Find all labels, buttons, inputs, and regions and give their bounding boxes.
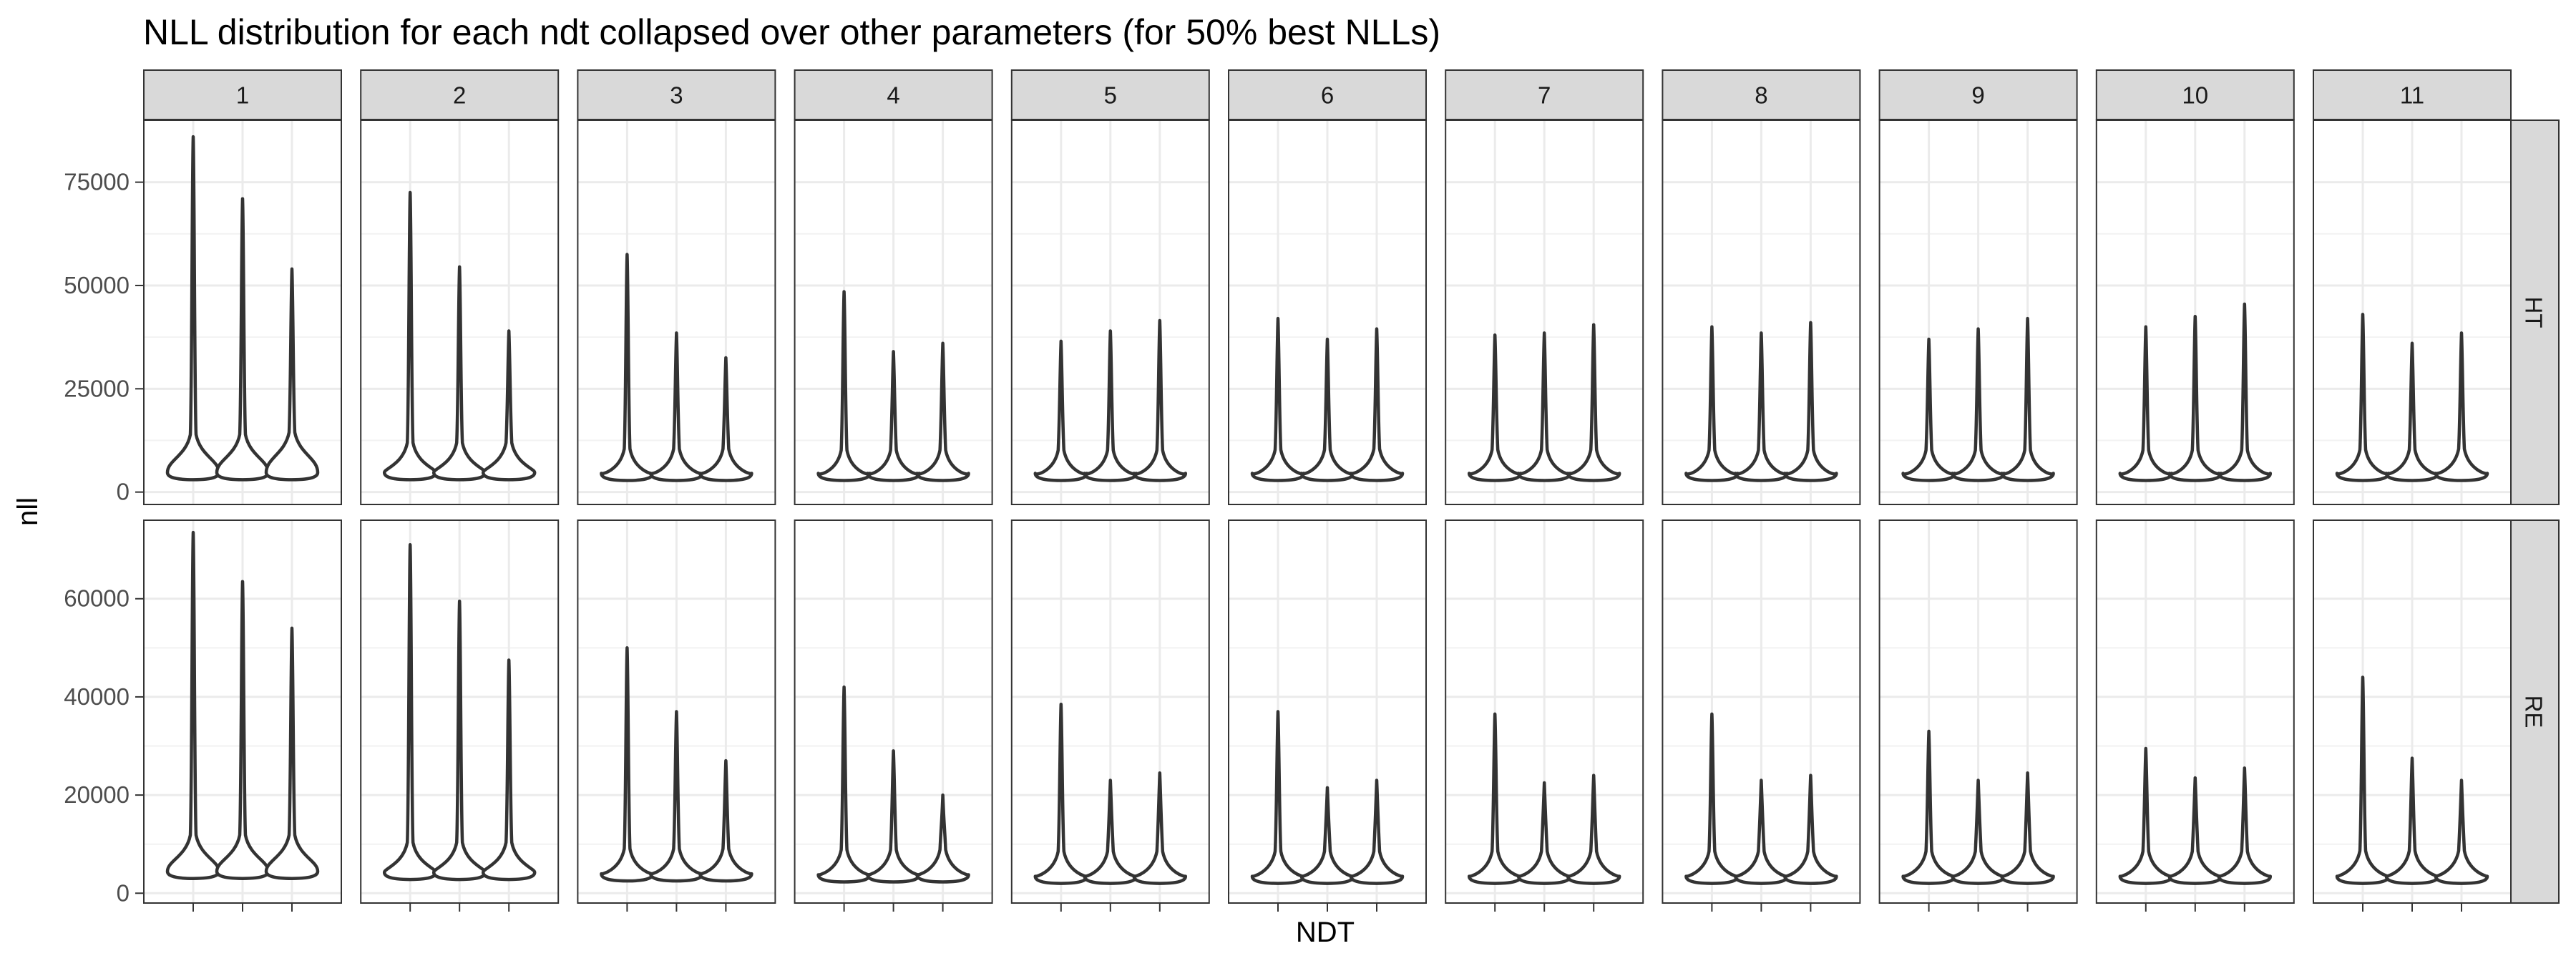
violin-3	[2434, 779, 2489, 885]
violin-3	[698, 758, 753, 883]
panel-HT-5	[1010, 119, 1210, 505]
violin-1	[382, 190, 438, 482]
violin-3	[264, 626, 320, 880]
panel-border	[143, 119, 342, 505]
violin-3	[1566, 323, 1621, 482]
y-tick-label: 0	[117, 879, 130, 906]
panel-RE-5	[1010, 519, 1210, 904]
panel-border	[360, 119, 560, 505]
y-tick-label: 60000	[64, 585, 130, 612]
panel-RE-4	[794, 519, 993, 904]
violin-1	[165, 135, 221, 482]
strip-right-label: HT	[2521, 297, 2547, 328]
panel-RE-11	[2313, 519, 2512, 904]
strip-top-label: 1	[236, 82, 249, 109]
panel-border	[1878, 119, 2078, 505]
panel-border	[2095, 119, 2295, 505]
panel-HT-4	[794, 119, 993, 505]
panel-RE-2	[360, 519, 560, 904]
panel-HT-3	[577, 119, 776, 505]
strip-top-label: 10	[2182, 82, 2208, 109]
panel-border	[794, 119, 993, 505]
panel-border	[1228, 119, 1427, 505]
strip-top-9	[1878, 69, 2078, 120]
panel-HT-2	[360, 119, 560, 505]
violin-3	[1783, 774, 1838, 885]
panel-HT-9	[1878, 119, 2078, 505]
panel-HT-8	[1662, 119, 1861, 505]
strip-top-3	[577, 69, 776, 120]
strip-top-8	[1662, 69, 1861, 120]
violin-3	[2000, 316, 2055, 482]
strip-top-7	[1445, 69, 1644, 120]
violin-3	[1132, 771, 1188, 885]
violin-3	[1566, 774, 1621, 885]
strip-top-label: 6	[1321, 82, 1334, 109]
panel-HT-10	[2095, 119, 2295, 505]
y-tick-label: 0	[117, 479, 130, 505]
strip-right-RE	[2509, 519, 2560, 904]
x-axis-title: NDT	[1296, 917, 1355, 948]
violin-3	[2434, 331, 2489, 482]
violin-2	[431, 265, 487, 482]
panel-border	[577, 119, 776, 505]
panel-RE-7	[1445, 519, 1644, 904]
strip-top-label: 9	[1971, 82, 1984, 109]
y-tick-label: 40000	[64, 683, 130, 710]
violin-2	[215, 197, 270, 482]
panel-border	[1010, 119, 1210, 505]
panel-RE-9	[1878, 519, 2078, 904]
strip-right-HT	[2509, 119, 2560, 505]
violin-3	[915, 341, 970, 482]
strip-top-10	[2095, 69, 2295, 120]
violin-2	[431, 599, 487, 882]
violin-2	[215, 580, 270, 880]
violin-3	[915, 793, 970, 884]
strip-top-label: 11	[2400, 82, 2424, 109]
violin-3	[481, 329, 537, 482]
strip-top-label: 5	[1104, 82, 1117, 109]
y-tick-label: 25000	[64, 375, 130, 401]
chart-title: NLL distribution for each ndt collapsed …	[143, 12, 1440, 52]
strip-top-label: 2	[453, 82, 466, 109]
panel-border	[2313, 119, 2512, 505]
y-tick-label: 75000	[64, 169, 130, 195]
strip-top-label: 7	[1538, 82, 1551, 109]
panel-RE-6	[1228, 519, 1427, 904]
panel-RE-3	[577, 519, 776, 904]
strip-top-label: 4	[887, 82, 899, 109]
strip-top-label: 3	[670, 82, 683, 109]
violin-3	[1349, 327, 1405, 482]
panel-border	[1662, 119, 1861, 505]
y-tick-label: 20000	[64, 781, 130, 808]
violin-3	[698, 356, 753, 482]
violin-3	[1132, 318, 1188, 482]
panel-RE-1	[143, 519, 342, 904]
violin-3	[1783, 321, 1838, 482]
violin-3	[264, 267, 320, 482]
violin-3	[2217, 302, 2273, 482]
panel-RE-10	[2095, 519, 2295, 904]
panel-HT-7	[1445, 119, 1644, 505]
facet-grid: 1 2 3 4 5 6 7 8 9 10 11 HT 0 25000 50000 75000 RE 0 20000 4…	[64, 69, 2560, 912]
panel-border	[1445, 119, 1644, 505]
violin-1	[382, 543, 438, 882]
violin-3	[2000, 771, 2055, 885]
panel-HT-11	[2313, 119, 2512, 505]
violin-3	[481, 658, 537, 882]
panel-RE-8	[1662, 519, 1861, 904]
strip-top-label: 8	[1755, 82, 1767, 109]
violin-1	[165, 530, 221, 880]
strip-right-label: RE	[2521, 696, 2547, 728]
panel-HT-1	[143, 119, 342, 505]
violin-3	[2217, 766, 2273, 885]
strip-top-1	[143, 69, 342, 120]
y-axis-title: nll	[12, 497, 44, 526]
strip-top-2	[360, 69, 560, 120]
y-tick-label: 50000	[64, 272, 130, 298]
panel-HT-6	[1228, 119, 1427, 505]
violin-3	[1349, 779, 1405, 885]
